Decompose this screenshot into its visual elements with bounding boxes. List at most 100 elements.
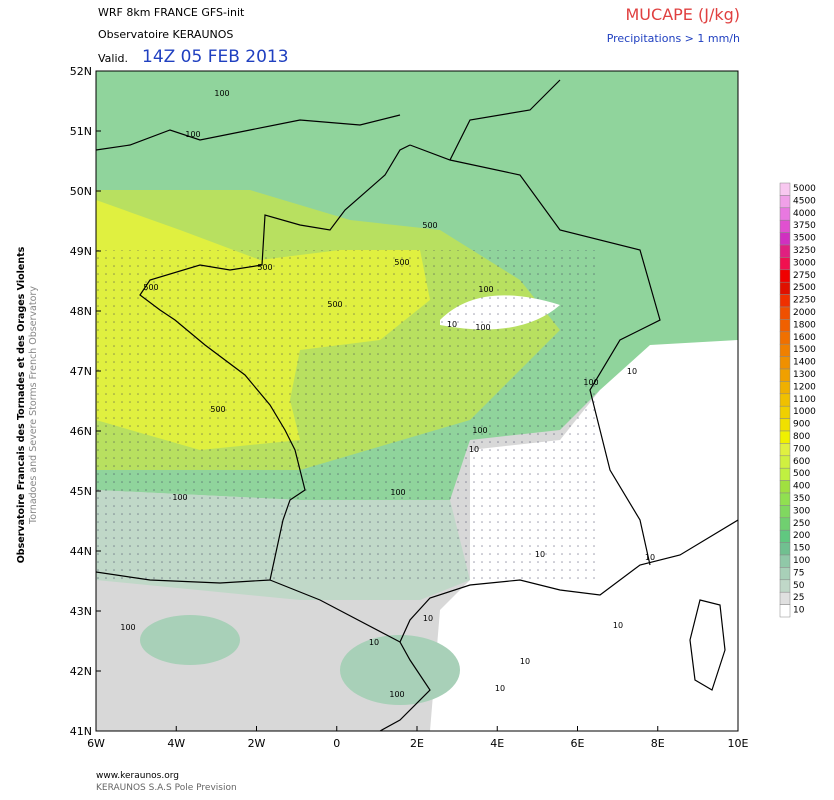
- lat-label: 44N: [70, 545, 92, 558]
- colorbar-swatch: [779, 195, 791, 209]
- lon-label: 0: [333, 737, 340, 750]
- lon-label: 4W: [167, 737, 185, 750]
- lon-label: 10E: [728, 737, 749, 750]
- lon-label: 8E: [651, 737, 665, 750]
- contour-label: 100: [472, 426, 487, 435]
- contour-label: 10: [447, 320, 457, 329]
- contour-label: 10: [613, 621, 623, 630]
- border-pyrenees: [269, 579, 401, 643]
- colorbar-label: 1800: [793, 320, 816, 330]
- coastlines: [96, 79, 738, 731]
- lat-label: 51N: [70, 125, 92, 138]
- contour-label: 100: [172, 493, 187, 502]
- colorbar-label: 1400: [793, 358, 816, 368]
- contour-label: 10: [627, 367, 637, 376]
- colorbar-swatch: [779, 257, 791, 271]
- colorbar-label: 900: [793, 420, 810, 430]
- colorbar-swatch: [779, 455, 791, 469]
- colorbar-label: 350: [793, 494, 810, 504]
- colorbar-swatch: [779, 281, 791, 295]
- colorbar-label: 300: [793, 506, 810, 516]
- colorbar-label: 250: [793, 519, 810, 529]
- colorbar-label: 3750: [793, 221, 816, 231]
- colorbar-label: 1300: [793, 370, 816, 380]
- colorbar-swatch: [779, 219, 791, 233]
- colorbar-label: 1500: [793, 345, 816, 355]
- contour-label: 500: [143, 283, 158, 292]
- colorbar-swatch: [779, 579, 791, 593]
- colorbar-swatch: [779, 505, 791, 519]
- colorbar-swatch: [779, 467, 791, 481]
- lat-label: 49N: [70, 245, 92, 258]
- colorbar-swatch: [779, 182, 791, 196]
- contour-label: 10: [423, 614, 433, 623]
- side-subtitle: Tornadoes and Severe Storms French Obser…: [28, 286, 39, 525]
- lat-label: 52N: [70, 65, 92, 78]
- colorbar-label: 5000: [793, 184, 816, 194]
- colorbar-label: 75: [793, 568, 804, 578]
- lat-label: 42N: [70, 665, 92, 678]
- lat-label: 50N: [70, 185, 92, 198]
- colorbar-swatch: [779, 381, 791, 395]
- colorbar-label: 1100: [793, 395, 816, 405]
- lat-label: 46N: [70, 425, 92, 438]
- colorbar-swatch: [779, 405, 791, 419]
- valid-time: 14Z 05 FEB 2013: [142, 47, 289, 67]
- colorbar-label: 2500: [793, 283, 816, 293]
- colorbar-label: 3500: [793, 234, 816, 244]
- lon-label: 2E: [410, 737, 424, 750]
- colorbar-swatch: [779, 492, 791, 506]
- colorbar-label: 3250: [793, 246, 816, 256]
- colorbar-swatch: [779, 331, 791, 345]
- border-north: [449, 79, 561, 161]
- contour-label: 10: [469, 445, 479, 454]
- colorbar-swatch: [779, 244, 791, 258]
- colorbar-swatch: [779, 418, 791, 432]
- colorbar-swatch: [779, 207, 791, 221]
- colorbar-label: 150: [793, 544, 810, 554]
- colorbar-label: 600: [793, 457, 810, 467]
- colorbar-label: 2250: [793, 296, 816, 306]
- contour-label: 10: [495, 684, 505, 693]
- lat-label: 47N: [70, 365, 92, 378]
- contour-label: 500: [394, 258, 409, 267]
- corsica: [689, 599, 726, 691]
- colorbar-label: 4000: [793, 209, 816, 219]
- colorbar-swatch: [779, 554, 791, 568]
- contour-label: 100: [390, 488, 405, 497]
- colorbar-label: 200: [793, 531, 810, 541]
- colorbar-label: 100: [793, 556, 810, 566]
- lon-label: 6W: [87, 737, 105, 750]
- colorbar-label: 4500: [793, 196, 816, 206]
- model-line: WRF 8km FRANCE GFS-init: [98, 6, 245, 19]
- colorbar-swatch: [779, 306, 791, 320]
- colorbar-swatch: [779, 567, 791, 581]
- contour-label: 10: [520, 657, 530, 666]
- contour-label: 10: [369, 638, 379, 647]
- colorbar-swatch: [779, 542, 791, 556]
- lon-label: 6E: [571, 737, 585, 750]
- france-atlantic-coast: [96, 144, 411, 584]
- colorbar-swatch: [779, 480, 791, 494]
- uk-coast: [96, 114, 401, 151]
- contour-label: 500: [327, 300, 342, 309]
- contour-label: 100: [583, 378, 598, 387]
- precip-note: Precipitations > 1 mm/h: [607, 32, 740, 45]
- colorbar-label: 10: [793, 606, 805, 616]
- borders-east: [409, 144, 661, 566]
- colorbar-swatch: [779, 269, 791, 283]
- contour-label: 500: [257, 263, 272, 272]
- lon-label: 2W: [248, 737, 266, 750]
- colorbar-label: 400: [793, 482, 810, 492]
- precip-dots: [96, 250, 596, 580]
- colorbar-swatch: [779, 368, 791, 382]
- contour-label: 500: [422, 221, 437, 230]
- contour-label: 10: [535, 550, 545, 559]
- contour-label: 100: [185, 130, 200, 139]
- colorbar-swatch: [779, 232, 791, 246]
- contour-label: 100: [475, 323, 490, 332]
- field-title: MUCAPE (J/kg): [626, 5, 741, 24]
- footer-url: www.keraunos.org: [96, 771, 179, 781]
- contour-label: 100: [120, 623, 135, 632]
- colorbar-swatch: [779, 443, 791, 457]
